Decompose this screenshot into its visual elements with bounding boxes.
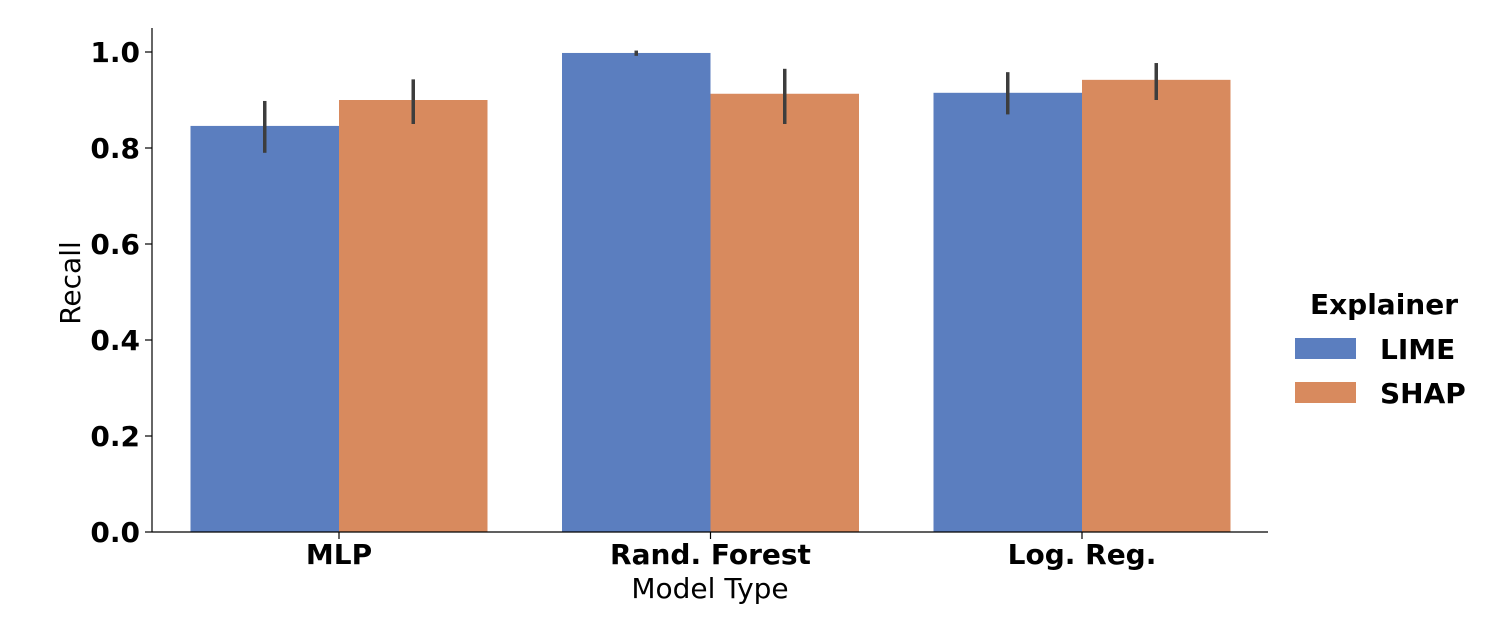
bar-lime-0 [190, 125, 339, 533]
x-ticks: MLP Rand. Forest Log. Reg. [306, 532, 1156, 571]
legend: Explainer LIME SHAP [1295, 288, 1466, 410]
x-axis-label: Model Type [631, 572, 788, 605]
legend-swatch-shap [1295, 382, 1356, 403]
y-tick-label: 0.6 [90, 228, 140, 261]
bars-layer [190, 52, 1231, 533]
bar-shap-0 [339, 100, 488, 532]
bar-lime-1 [562, 52, 711, 533]
y-ticks: 0.0 0.2 0.4 0.6 0.8 1.0 [90, 36, 152, 549]
legend-label-lime: LIME [1380, 333, 1455, 366]
x-tick-label: MLP [306, 538, 372, 571]
x-tick-label: Log. Reg. [1008, 538, 1157, 571]
y-tick-label: 0.2 [90, 420, 140, 453]
bar-shap-1 [710, 93, 859, 532]
x-tick-label: Rand. Forest [610, 538, 811, 571]
bar-lime-2 [933, 92, 1082, 533]
legend-label-shap: SHAP [1380, 377, 1466, 410]
y-tick-label: 0.0 [90, 516, 140, 549]
y-tick-label: 1.0 [90, 36, 140, 69]
y-tick-label: 0.4 [90, 324, 140, 357]
y-tick-label: 0.8 [90, 132, 140, 165]
error-bars-layer [263, 50, 1158, 153]
y-axis-label: Recall [54, 241, 87, 325]
bar-shap-2 [1082, 79, 1231, 532]
legend-swatch-lime [1295, 338, 1356, 359]
legend-title: Explainer [1310, 288, 1458, 321]
